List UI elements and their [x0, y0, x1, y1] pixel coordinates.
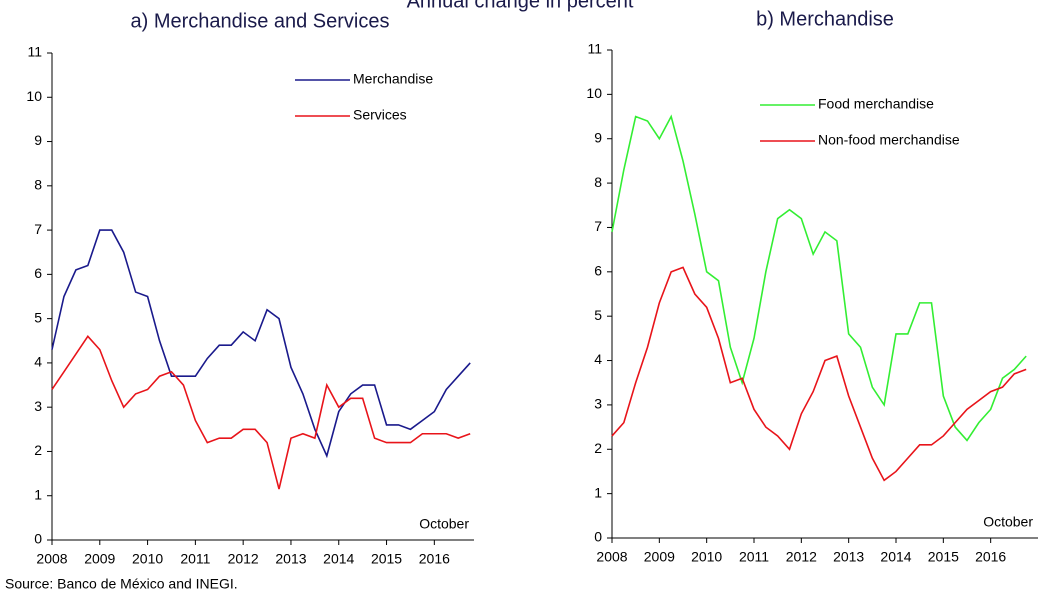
x-tick-label: 2011	[180, 551, 210, 567]
y-tick-label: 0	[594, 529, 602, 545]
page-title: Annual change in percent	[407, 0, 634, 12]
x-tick-label: 2008	[36, 551, 67, 567]
y-tick-label: 11	[27, 44, 42, 60]
y-tick-label: 10	[26, 88, 42, 104]
y-tick-label: 11	[587, 41, 602, 57]
series-line	[51, 335, 471, 490]
legend-label: Food merchandise	[818, 96, 934, 112]
y-tick-label: 9	[34, 132, 42, 148]
x-tick-label: 2014	[323, 551, 354, 567]
x-tick-label: 2011	[739, 549, 769, 565]
x-tick-label: 2012	[228, 551, 259, 567]
y-tick-label: 1	[34, 486, 42, 502]
x-tick-label: 2013	[833, 549, 864, 565]
x-tick-label: 2008	[596, 549, 627, 565]
y-tick-label: 0	[34, 531, 42, 547]
y-tick-label: 2	[594, 440, 602, 456]
annotation: October	[983, 514, 1033, 530]
annotation: October	[419, 516, 469, 532]
x-tick-label: 2009	[84, 551, 115, 567]
y-tick-label: 5	[594, 307, 602, 323]
y-tick-label: 2	[34, 442, 42, 458]
legend-label: Non-food merchandise	[818, 132, 960, 148]
x-tick-label: 2010	[132, 551, 163, 567]
x-tick-label: 2015	[928, 549, 959, 565]
x-tick-label: 2013	[275, 551, 306, 567]
x-tick-label: 2010	[691, 549, 722, 565]
y-tick-label: 7	[34, 221, 42, 237]
y-tick-label: 1	[594, 484, 602, 500]
y-tick-label: 3	[34, 398, 42, 414]
y-tick-label: 4	[594, 351, 602, 367]
y-tick-label: 10	[586, 85, 602, 101]
y-tick-label: 3	[594, 396, 602, 412]
x-tick-label: 2012	[786, 549, 817, 565]
y-tick-label: 7	[594, 218, 602, 234]
y-tick-label: 8	[594, 174, 602, 190]
y-tick-label: 5	[34, 309, 42, 325]
y-tick-label: 9	[594, 129, 602, 145]
panel-title: a) Merchandise and Services	[130, 10, 389, 32]
series-line	[611, 114, 1027, 442]
y-tick-label: 8	[34, 177, 42, 193]
x-tick-label: 2009	[644, 549, 675, 565]
y-tick-label: 6	[594, 263, 602, 279]
x-tick-label: 2014	[880, 549, 911, 565]
y-tick-label: 4	[34, 354, 42, 370]
series-line	[51, 229, 471, 459]
series-line	[611, 266, 1027, 482]
x-tick-label: 2016	[419, 551, 450, 567]
x-tick-label: 2016	[975, 549, 1006, 565]
y-tick-label: 6	[34, 265, 42, 281]
legend-label: Merchandise	[353, 71, 433, 87]
panel-title: b) Merchandise	[756, 8, 894, 30]
source-note: Source: Banco de México and INEGI.	[5, 576, 238, 592]
x-tick-label: 2015	[371, 551, 402, 567]
legend-label: Services	[353, 107, 407, 123]
